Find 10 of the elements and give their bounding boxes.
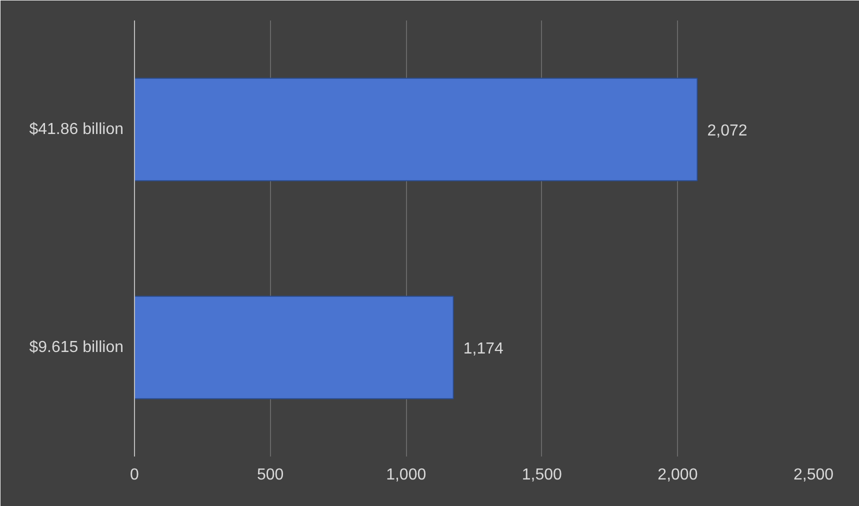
y-tick-label: $41.86 billion bbox=[29, 121, 124, 138]
data-label: 2,072 bbox=[707, 122, 748, 140]
x-tick-label: 500 bbox=[256, 466, 284, 484]
x-tick-label: 2,500 bbox=[793, 466, 834, 484]
x-tick-label: 1,000 bbox=[386, 466, 426, 484]
x-tick-label: 1,500 bbox=[522, 466, 562, 484]
y-tick-label: $9.615 billion bbox=[29, 339, 124, 356]
data-label: 1,174 bbox=[463, 340, 504, 358]
x-tick-label: 0 bbox=[130, 466, 140, 484]
x-tick-label: 2,000 bbox=[658, 466, 698, 484]
